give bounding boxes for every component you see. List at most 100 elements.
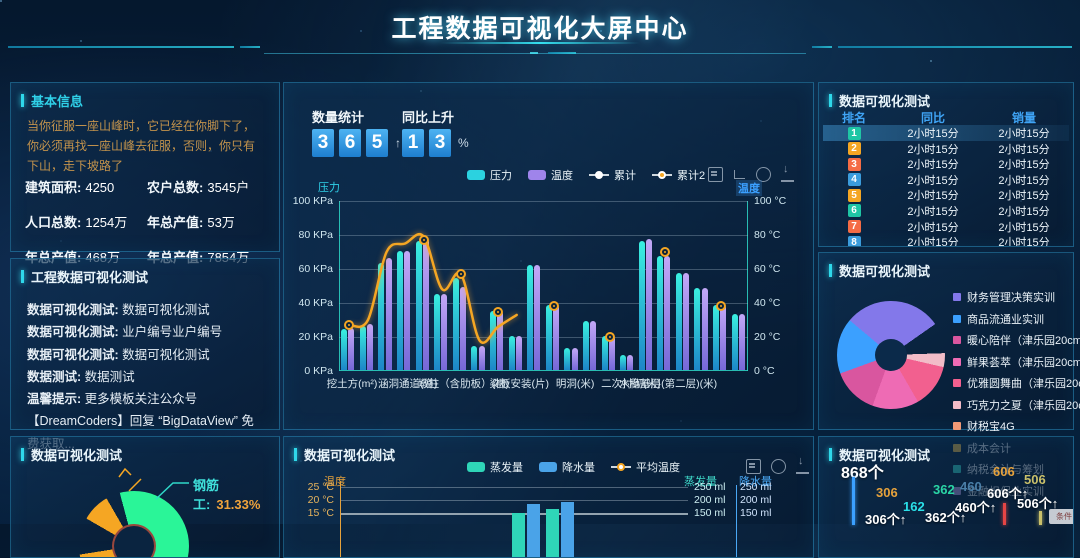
table-row[interactable]: 2 2小时15分 2小时15分 [823, 141, 1069, 157]
table-row[interactable]: 8 2小时15分 2小时15分 [823, 234, 1069, 247]
rose-legend-item[interactable]: 优雅圆舞曲（津乐园20cm） [953, 375, 1080, 391]
rose-legend-item[interactable]: 财税宝4G [953, 418, 1080, 434]
title-accent-bar [21, 270, 24, 283]
percent-suffix: % [458, 136, 469, 150]
rose-legend-item[interactable]: 鲜果荟萃（津乐园20cm定制蛋糕） [953, 354, 1080, 370]
y-left-tick: 100 KPa [292, 195, 333, 207]
cell-tongbi: 2小时15分 [907, 190, 959, 203]
cell-tongbi: 2小时15分 [907, 237, 959, 247]
worker-donut-chart[interactable] [79, 491, 189, 557]
bar-pressure [731, 313, 738, 370]
rank-badge: 1 [847, 126, 861, 140]
main-chart-plot: 0 KPa 0 °C 20 KPa 20 °C 40 KPa 40 °C 60 KPa 60 … [293, 195, 787, 390]
count-value: 460 [960, 479, 982, 494]
bar-temperature [422, 239, 429, 370]
panel-rose-title: 数据可视化测试 [829, 261, 930, 280]
evaporation-swatch [467, 462, 485, 472]
legend-label: 优雅圆舞曲（津乐园20cm） [967, 378, 1080, 390]
legend-swatch [953, 379, 961, 387]
legend-item-cumulative[interactable]: 累计 [589, 167, 636, 183]
y-right-tick: 40 °C [754, 297, 781, 309]
rain-right1-tick: 200 ml [694, 494, 726, 506]
rain-right1-tick: 150 ml [694, 507, 726, 519]
title-accent-bar [21, 94, 24, 107]
title-accent-bar [21, 448, 24, 461]
header-decor-line-left [8, 46, 234, 48]
y-left-axis-line [339, 201, 340, 371]
info-line: 数据测试: 数据测试 [27, 369, 135, 384]
temperature-swatch [528, 170, 546, 180]
count-value: 506 [1024, 472, 1046, 487]
digit-box: 1 [402, 129, 424, 157]
title-accent-bar [829, 264, 832, 277]
rain-left-tick: 20 °C [307, 494, 334, 506]
cell-xiaoliang: 2小时15分 [998, 159, 1050, 172]
legend-swatch [953, 293, 961, 301]
table-row[interactable]: 5 2小时15分 2小时15分 [823, 187, 1069, 203]
rose-pie-chart[interactable] [837, 301, 945, 409]
data-view-icon[interactable] [746, 459, 761, 474]
table-row[interactable]: 1 2小时15分 2小时15分 [823, 125, 1069, 141]
bar-temperature [478, 346, 485, 370]
legend-item-pressure[interactable]: 压力 [467, 167, 512, 183]
bar-temperature [459, 286, 466, 370]
cumulative-marker [455, 269, 466, 280]
mini-tooltip: 条件 [1049, 509, 1073, 524]
spike-bar [1039, 511, 1042, 525]
data-view-icon[interactable] [708, 167, 723, 182]
rain-chart-legend: 蒸发量 降水量 平均温度 [467, 459, 680, 475]
save-image-icon[interactable] [796, 455, 809, 474]
legend-item-cumulative2[interactable]: 累计2 [652, 167, 705, 183]
y-right-tick: 20 °C [754, 331, 781, 343]
bar-pressure [527, 264, 534, 370]
count-value: 306 [876, 485, 898, 500]
bar-pressure [489, 310, 496, 370]
bar-evaporation [546, 509, 559, 557]
header-decor-dash-left [240, 46, 260, 48]
stat-count-digits: 3 6 5 ↑ [312, 129, 401, 157]
table-row[interactable]: 6 2小时15分 2小时15分 [823, 203, 1069, 219]
rank-badge: 7 [847, 220, 861, 234]
rose-legend-item[interactable]: 巧克力之夏（津乐园20cm定制蛋糕 [953, 397, 1080, 413]
restore-icon[interactable] [771, 459, 786, 474]
cell-xiaoliang: 2小时15分 [998, 143, 1050, 156]
bar-precipitation [527, 503, 540, 557]
header-decor-line-right [838, 46, 1072, 48]
y-right-tick: 60 °C [754, 263, 781, 275]
rose-legend-item[interactable]: 商品流通业实训 [953, 311, 1080, 327]
table-row[interactable]: 7 2小时15分 2小时15分 [823, 219, 1069, 235]
bar-pressure [638, 240, 645, 370]
table-row[interactable]: 4 2小时15分 2小时15分 [823, 172, 1069, 188]
bar-temperature [404, 251, 411, 370]
cell-xiaoliang: 2小时15分 [998, 221, 1050, 234]
worker-callout: 钢筋工: 31.33% [193, 478, 261, 512]
legend-item-temperature[interactable]: 温度 [528, 167, 573, 183]
count-label: 606个↑ [987, 486, 1029, 501]
bar-temperature [590, 320, 597, 370]
legend-item-avg-temp[interactable]: 平均温度 [611, 459, 680, 475]
col-header-xiaoliang: 销量 [1011, 111, 1036, 125]
rain-left-tick: 15 °C [307, 507, 334, 519]
legend-item-precipitation[interactable]: 降水量 [539, 459, 595, 475]
save-image-icon[interactable] [781, 163, 794, 182]
rank-table-header: 排名 同比 销量 [823, 109, 1067, 126]
bar-pressure [545, 305, 552, 370]
rank-badge: 4 [847, 173, 861, 187]
cell-xiaoliang: 2小时15分 [998, 128, 1050, 140]
legend-label: 暖心陪伴（津乐园20cm定制蛋糕） [967, 335, 1080, 347]
rose-legend-item[interactable]: 暖心陪伴（津乐园20cm定制蛋糕） [953, 332, 1080, 348]
main-chart-legend: 压力 温度 累计 累计2 [467, 167, 705, 183]
y-right-axis-title: 温度 [736, 180, 762, 196]
rank-badge: 8 [847, 235, 861, 246]
restore-icon[interactable] [756, 167, 771, 182]
table-row[interactable]: 3 2小时15分 2小时15分 [823, 156, 1069, 172]
rain-right1-axis-title: 蒸发量 [684, 476, 717, 488]
legend-item-evaporation[interactable]: 蒸发量 [467, 459, 523, 475]
panel-count-chart: 数据可视化测试 868个 306 306个↑ 162 362 362个↑ 460 460个↑… [818, 436, 1074, 558]
digit-box: 3 [312, 129, 334, 157]
gridline [339, 269, 748, 270]
rose-legend-item[interactable]: 财务管理决策实训 [953, 289, 1080, 305]
cumulative2-line [348, 232, 518, 344]
magic-type-icon[interactable] [733, 168, 746, 181]
gridline [339, 303, 748, 304]
